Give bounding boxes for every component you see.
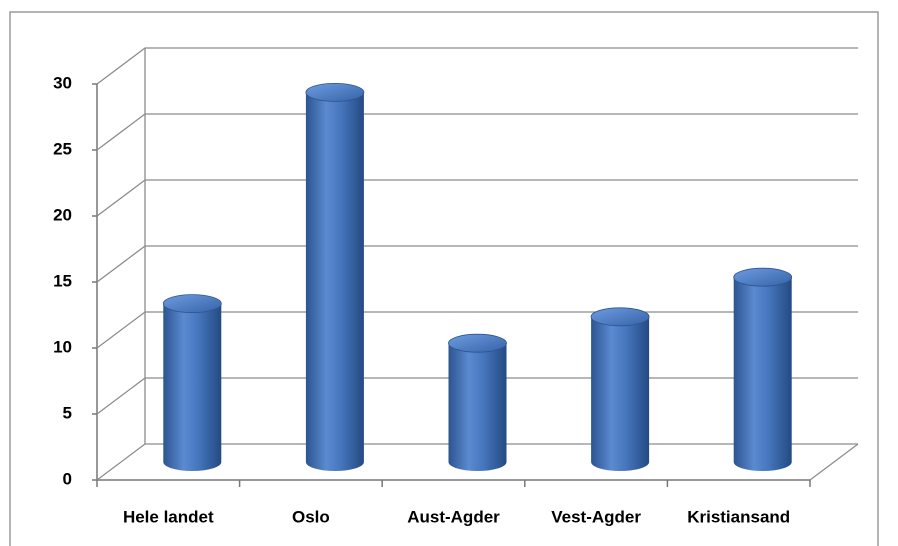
bar-body <box>591 316 650 471</box>
bar-body <box>733 277 792 471</box>
x-tick-label: Kristiansand <box>687 507 790 526</box>
bar-top <box>448 333 507 353</box>
y-tick-label: 25 <box>53 139 72 158</box>
bar-top <box>162 294 222 314</box>
bar-top <box>305 83 365 102</box>
bar <box>590 307 650 471</box>
chart-frame <box>9 11 879 546</box>
y-tick-label: 10 <box>53 337 72 356</box>
y-tick-label: 20 <box>53 205 72 224</box>
bar-top <box>590 307 650 327</box>
y-tick-label: 15 <box>53 271 72 290</box>
y-tick-label: 5 <box>63 403 72 422</box>
bar-body <box>448 343 507 471</box>
bar <box>733 267 793 471</box>
x-tick-label: Oslo <box>292 507 330 526</box>
grid-line <box>96 245 858 283</box>
bar <box>162 294 222 471</box>
bar-top <box>733 267 793 287</box>
grid-line <box>96 113 858 151</box>
bar <box>305 83 365 472</box>
y-tick-label: 0 <box>63 469 72 488</box>
x-tick-label: Vest-Agder <box>551 507 641 526</box>
bar-body <box>163 303 222 471</box>
x-tick-label: Aust-Agder <box>407 507 500 526</box>
bar-body <box>305 92 364 472</box>
floor-edge <box>809 443 859 481</box>
y-tick-label: 30 <box>53 73 72 92</box>
grid-line <box>96 179 858 217</box>
bar <box>448 333 507 471</box>
x-tick-label: Hele landet <box>123 507 214 526</box>
grid-line <box>96 47 858 85</box>
